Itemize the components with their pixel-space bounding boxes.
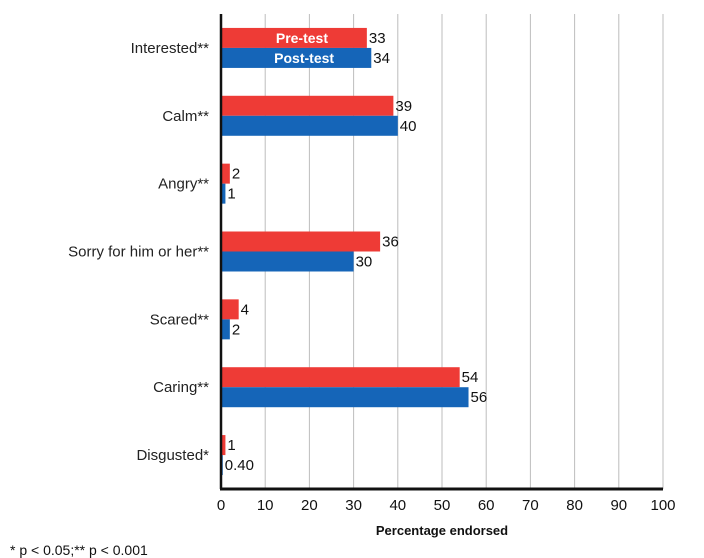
- bar-pre-test: [221, 435, 226, 456]
- bar-post-test: [221, 115, 398, 136]
- legend-post-test: Post-test: [274, 50, 334, 66]
- value-label-pre-test: 33: [369, 30, 386, 47]
- bar-pre-test: [221, 27, 367, 48]
- value-label-pre-test: 2: [232, 166, 240, 183]
- category-label: Interested**: [131, 40, 210, 57]
- significance-footnote: * p < 0.05;** p < 0.001: [10, 542, 148, 558]
- value-label-pre-test: 36: [382, 234, 399, 251]
- x-tick-label: 90: [610, 497, 627, 514]
- axes-group: [219, 14, 663, 491]
- value-label-pre-test: 1: [227, 437, 235, 454]
- category-label: Disgusted*: [136, 447, 209, 464]
- x-tick-label: 10: [257, 497, 274, 514]
- category-label: Scared**: [150, 311, 209, 328]
- x-tick-label: 50: [434, 497, 451, 514]
- bar-post-test: [221, 319, 230, 340]
- bar-post-test: [221, 183, 226, 204]
- value-label-post-test: 30: [356, 254, 373, 271]
- legend-pre-test: Pre-test: [276, 30, 328, 46]
- value-label-post-test: 0.40: [225, 457, 254, 474]
- bar-pre-test: [221, 231, 381, 252]
- bar-post-test: [221, 251, 354, 272]
- x-tick-label: 70: [522, 497, 539, 514]
- x-tick-label: 100: [650, 497, 675, 514]
- value-label-post-test: 56: [471, 389, 488, 406]
- bar-pre-test: [221, 367, 460, 388]
- x-tick-label: 20: [301, 497, 318, 514]
- value-label-post-test: 34: [373, 50, 390, 67]
- labels-group: 0 10 20 30 40 50 60 70 80 90 100 33 34 Interested** Pr…: [68, 30, 675, 514]
- gridlines: [264, 14, 664, 489]
- value-label-post-test: 40: [400, 118, 417, 135]
- x-tick-label: 60: [478, 497, 495, 514]
- bar-pre-test: [221, 95, 394, 116]
- category-label: Calm**: [162, 108, 209, 125]
- value-label-pre-test: 39: [395, 98, 412, 115]
- bar-post-test: [221, 47, 372, 68]
- category-label: Angry**: [158, 176, 209, 193]
- x-tick-label: 80: [566, 497, 583, 514]
- bar-post-test: [221, 387, 469, 408]
- value-label-pre-test: 54: [462, 369, 479, 386]
- category-label: Sorry for him or her**: [68, 244, 209, 261]
- x-tick-label: 30: [345, 497, 362, 514]
- value-label-pre-test: 4: [241, 301, 249, 318]
- bar-pre-test: [221, 299, 239, 320]
- x-tick-label: 0: [217, 497, 225, 514]
- x-tick-label: 40: [389, 497, 406, 514]
- bar-pre-test: [221, 163, 230, 184]
- bars-group: [221, 27, 469, 476]
- value-label-post-test: 2: [232, 321, 240, 338]
- category-label: Caring**: [153, 379, 209, 396]
- x-axis-title: Percentage endorsed: [376, 523, 508, 538]
- value-label-post-test: 1: [227, 186, 235, 203]
